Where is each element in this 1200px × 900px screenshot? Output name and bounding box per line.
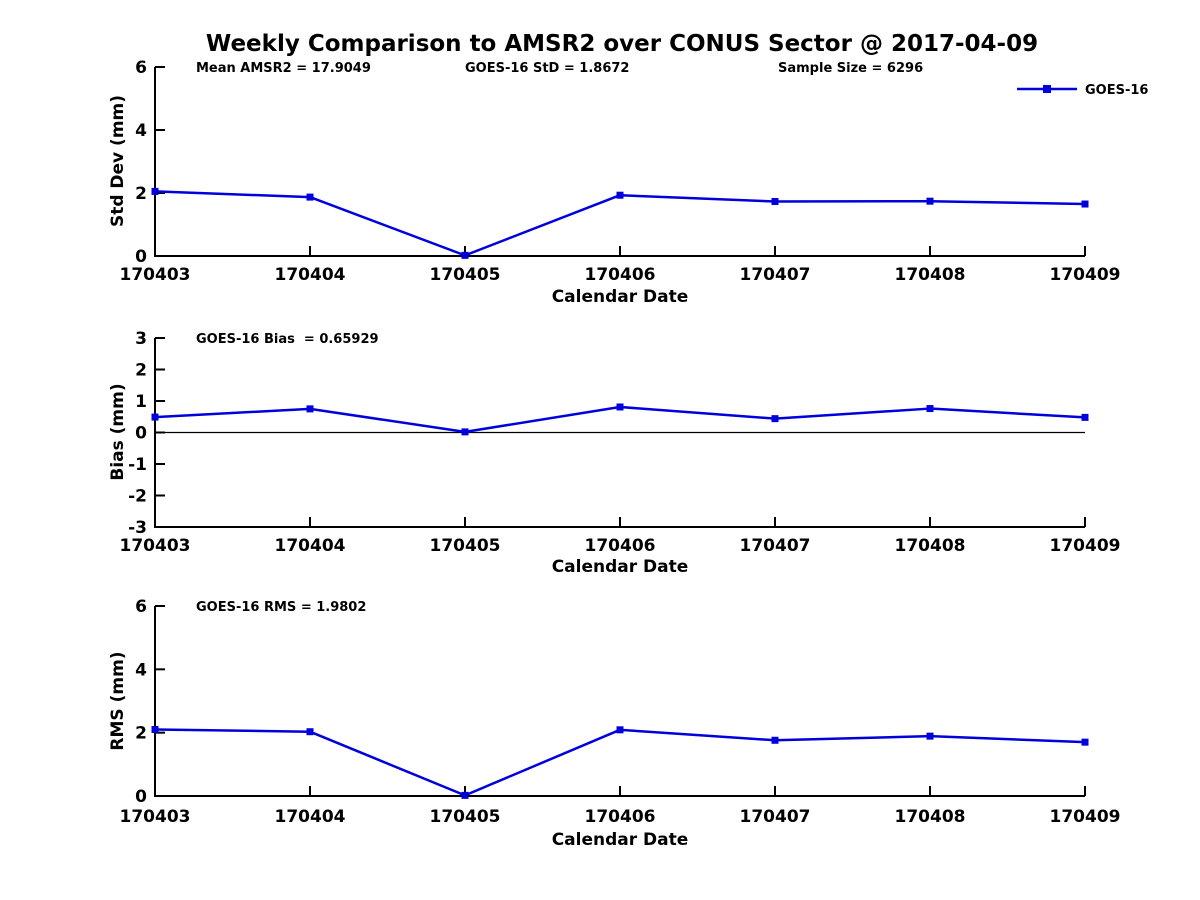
y-axis-label-bias: Bias (mm) — [108, 383, 128, 480]
std-dev-data-marker — [1081, 200, 1089, 208]
rms-y-tick-label: 6 — [135, 597, 147, 617]
bias-data-marker — [461, 428, 469, 436]
bias-data-marker — [151, 413, 159, 421]
std-dev-x-tick-label: 170405 — [430, 265, 501, 285]
bias-x-tick-label: 170408 — [895, 536, 966, 556]
bias-data-marker — [771, 415, 779, 423]
std-dev-data-marker — [306, 193, 314, 201]
bias-y-tick-label: 0 — [135, 424, 147, 444]
std-dev-y-tick-label: 2 — [135, 184, 147, 204]
rms-x-tick-label: 170403 — [120, 807, 191, 827]
legend-label: GOES-16 — [1085, 83, 1148, 98]
std-dev-data-marker — [461, 251, 469, 259]
rms-x-tick-label: 170407 — [740, 807, 811, 827]
rms-data-marker — [306, 728, 314, 736]
rms-y-tick-label: 2 — [135, 724, 147, 744]
y-axis-label-rms: RMS (mm) — [108, 651, 128, 750]
rms-data-marker — [1081, 738, 1089, 746]
bias-y-tick-label: -3 — [128, 518, 147, 538]
x-axis-label-stddev: Calendar Date — [552, 287, 689, 307]
stddev-subplot: 0 2 4 6 170403 170404 170405 170406 170407 170408… — [120, 58, 1121, 285]
rms-series-line — [154, 728, 1086, 797]
rms-y-tick-label: 4 — [135, 660, 147, 680]
bias-series-line — [154, 405, 1086, 434]
bias-annotation: GOES-16 Bias = 0.65929 — [196, 332, 379, 347]
bias-subplot: -3 -2 -1 0 1 2 3 170403 170404 170405 170406 170407… — [120, 329, 1121, 556]
bias-data-marker — [926, 405, 934, 413]
chart-title: Weekly Comparison to AMSR2 over CONUS Se… — [206, 31, 1038, 57]
bias-y-tick-label: 3 — [135, 329, 147, 349]
std-dev-x-tick-label: 170408 — [895, 265, 966, 285]
rms-data-marker — [461, 791, 469, 799]
rms-y-tick-label: 0 — [135, 787, 147, 807]
std-dev-axis-spine — [154, 67, 1085, 257]
bias-data-marker — [306, 405, 314, 413]
std-dev-data-marker — [616, 191, 624, 199]
std-dev-data-marker — [151, 187, 159, 195]
bias-x-tick-label: 170404 — [275, 536, 346, 556]
bias-y-tick-label: -2 — [128, 487, 147, 507]
rms-data-marker — [151, 726, 159, 733]
rms-x-tick-label: 170405 — [430, 807, 501, 827]
std-dev-series-line — [154, 190, 1086, 257]
std-dev-y-tick-label: 6 — [135, 58, 147, 78]
std-dev-data-marker — [926, 197, 934, 205]
std-dev-annotation: Sample Size = 6296 — [778, 61, 923, 76]
rms-x-tick-label: 170404 — [275, 807, 346, 827]
rms-axis-spine — [154, 606, 1085, 797]
rms-data-marker — [771, 736, 779, 744]
bias-y-tick-label: 2 — [135, 361, 147, 381]
rms-data-marker — [926, 732, 934, 740]
rms-annotation: GOES-16 RMS = 1.9802 — [196, 600, 366, 615]
bias-y-tick-label: 1 — [135, 392, 147, 412]
std-dev-x-tick-label: 170407 — [740, 265, 811, 285]
x-axis-label-rms: Calendar Date — [552, 830, 689, 850]
legend-marker-icon — [1043, 85, 1051, 93]
bias-x-tick-label: 170405 — [430, 536, 501, 556]
x-axis-label-bias: Calendar Date — [552, 557, 689, 577]
rms-data-marker — [616, 726, 624, 734]
bias-x-tick-label: 170403 — [120, 536, 191, 556]
bias-x-tick-label: 170409 — [1050, 536, 1121, 556]
rms-x-tick-label: 170406 — [585, 807, 656, 827]
std-dev-y-tick-label: 0 — [135, 247, 147, 267]
bias-x-tick-label: 170407 — [740, 536, 811, 556]
bias-y-tick-label: -1 — [128, 455, 147, 475]
rms-x-tick-label: 170409 — [1050, 807, 1121, 827]
bias-data-marker — [1081, 413, 1089, 421]
std-dev-annotation: Mean AMSR2 = 17.9049 — [196, 61, 371, 76]
y-axis-label-stddev: Std Dev (mm) — [108, 95, 128, 227]
bias-x-tick-label: 170406 — [585, 536, 656, 556]
std-dev-x-tick-label: 170406 — [585, 265, 656, 285]
std-dev-annotation: GOES-16 StD = 1.8672 — [465, 61, 629, 76]
bias-data-marker — [616, 403, 624, 411]
rms-x-tick-label: 170408 — [895, 807, 966, 827]
std-dev-x-tick-label: 170403 — [120, 265, 191, 285]
std-dev-y-tick-label: 4 — [135, 121, 147, 141]
rms-subplot: 0 2 4 6 170403 170404 170405 170406 170407 170408… — [120, 597, 1121, 827]
legend: GOES-16 — [1017, 83, 1148, 98]
std-dev-x-tick-label: 170409 — [1050, 265, 1121, 285]
std-dev-x-tick-label: 170404 — [275, 265, 346, 285]
std-dev-data-marker — [771, 198, 779, 206]
